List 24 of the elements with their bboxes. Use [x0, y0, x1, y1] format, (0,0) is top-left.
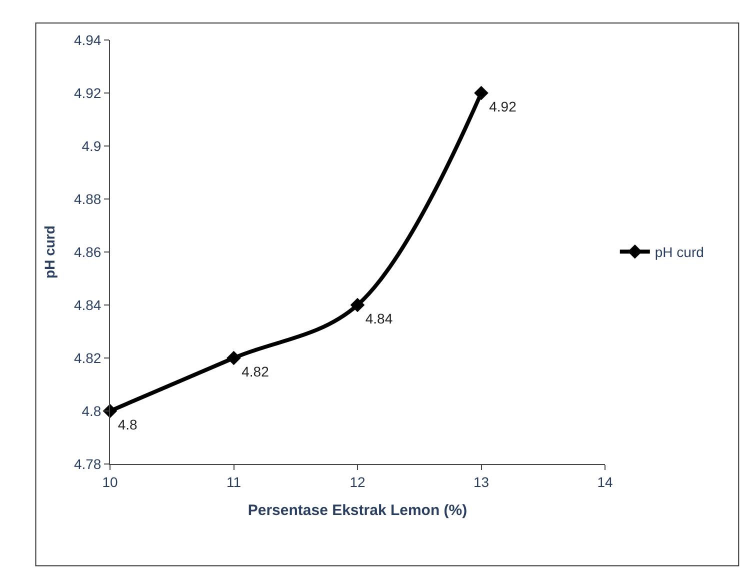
x-tick-label: 10 [102, 474, 118, 490]
y-tick-label: 4.9 [82, 138, 102, 154]
data-label: 4.92 [489, 98, 517, 114]
y-tick-label: 4.92 [74, 84, 102, 101]
y-tick-label: 4.82 [74, 350, 102, 366]
x-tick-label: 14 [597, 474, 613, 490]
legend-label: pH curd [654, 244, 704, 260]
x-tick-label: 12 [350, 474, 366, 490]
x-tick-label: 13 [473, 474, 490, 490]
y-tick-label: 4.88 [74, 190, 102, 207]
y-tick-label: 4.84 [74, 296, 102, 313]
y-axis-title: pH curd [42, 226, 58, 278]
data-label: 4.82 [242, 363, 270, 380]
point [474, 86, 488, 100]
point [350, 298, 365, 312]
x-tick-label: 11 [226, 474, 242, 490]
x-axis-title: Persentase Ekstrak Lemon (%) [248, 502, 468, 519]
y-tick-label: 4.78 [74, 456, 102, 472]
y-tick-label: 4.86 [74, 244, 102, 260]
point [226, 350, 241, 366]
y-tick-label: 4.8 [82, 402, 102, 419]
data-label: 4.8 [118, 416, 138, 432]
y-tick-label: 4.94 [74, 32, 102, 48]
data-label: 4.84 [365, 310, 393, 326]
